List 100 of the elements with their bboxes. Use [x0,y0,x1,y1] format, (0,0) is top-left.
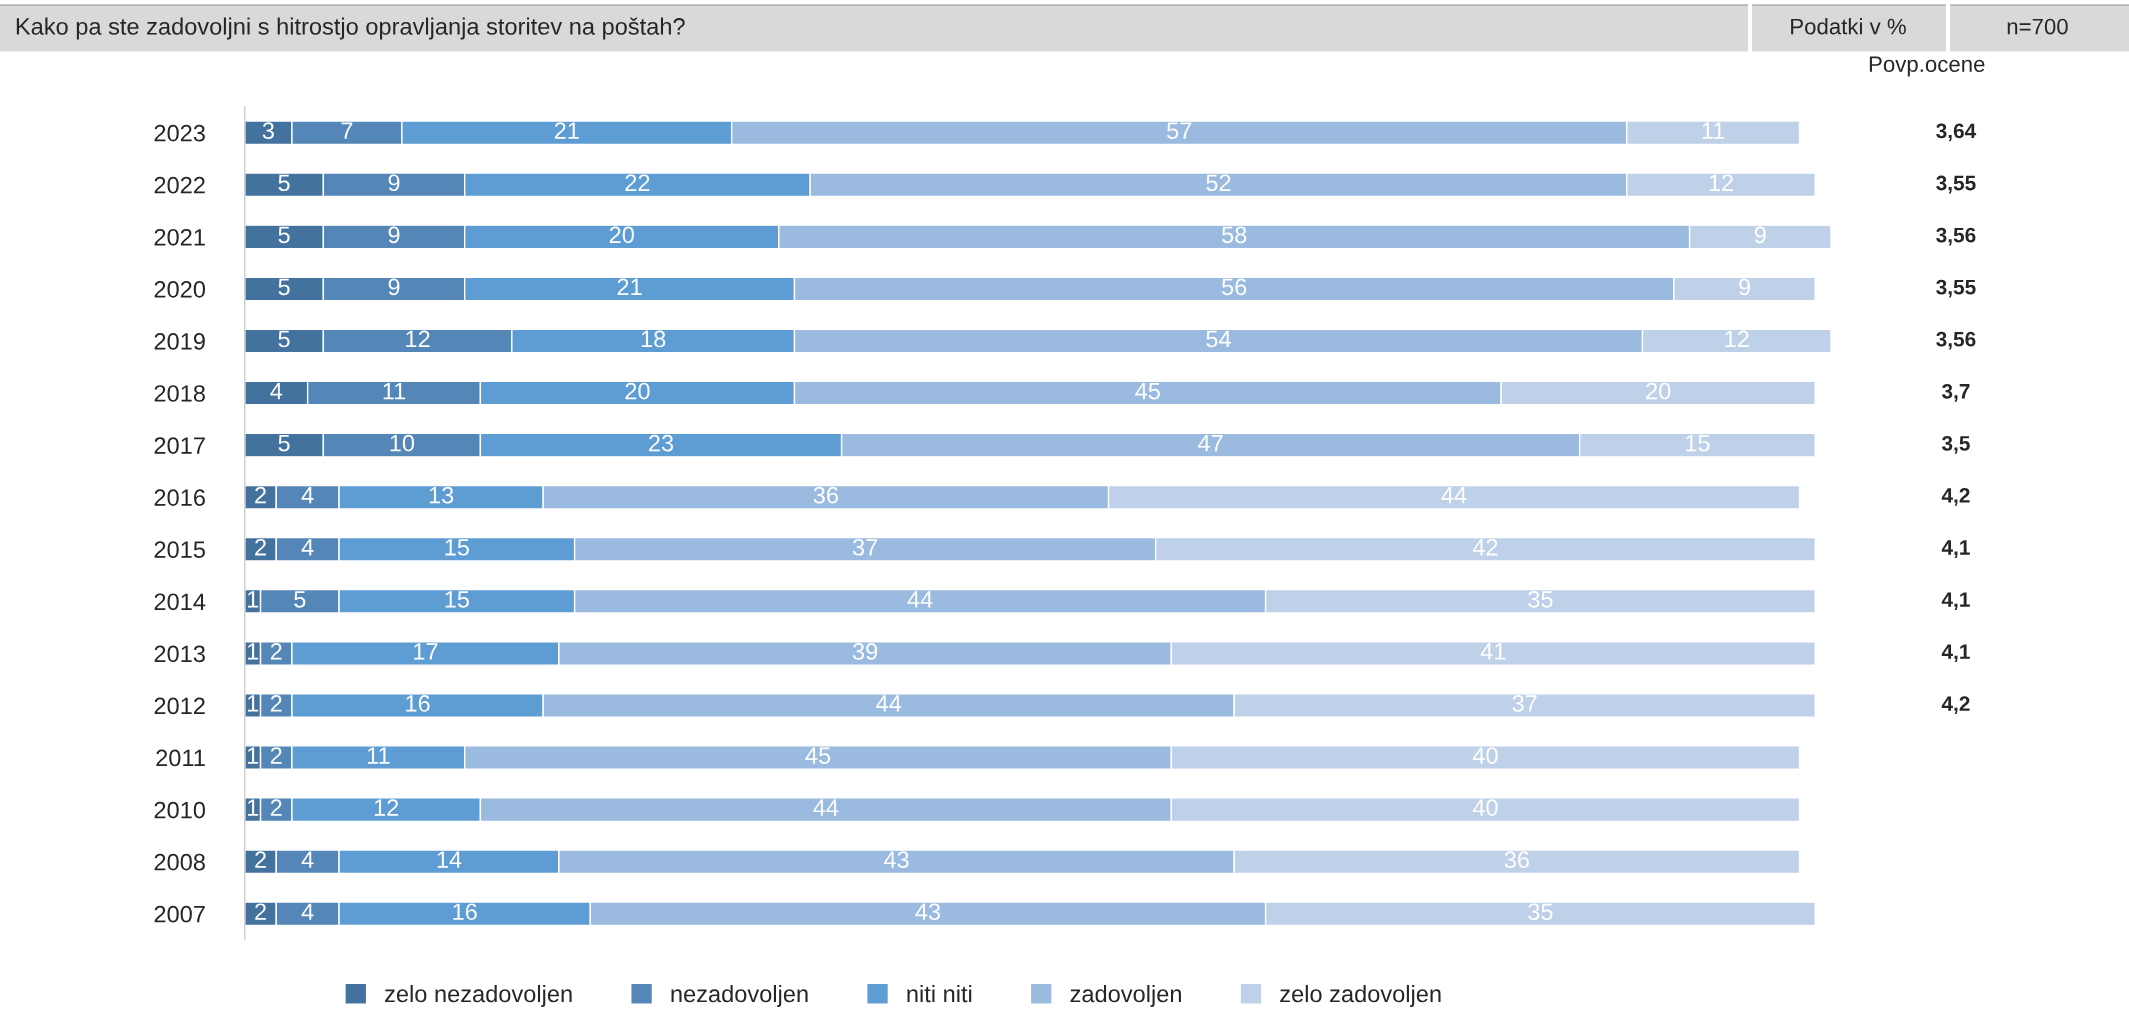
data-label: 2 [255,538,266,556]
y-tick-label: 2019 [154,333,205,350]
data-label: 2 [255,851,266,868]
data-label: 35 [1528,903,1553,921]
data-label: 12 [374,799,399,816]
data-label: 43 [915,903,941,921]
data-label: 36 [1504,851,1529,869]
data-label: 23 [649,434,674,452]
text: Povp.ocene [1869,56,1985,77]
y-tick-label: 2023 [154,124,205,142]
y-tick-label: 2010 [154,801,206,819]
y-tick-label: 2017 [154,437,205,454]
data-label: 45 [805,747,831,764]
data-label: 2 [255,903,266,920]
data-label: 4 [301,539,314,556]
text: n=700 [2007,18,2068,35]
data-label: 4 [301,903,314,920]
data-label: 14 [437,851,462,868]
data-label: 20 [625,382,650,400]
data-label: 40 [1472,747,1498,764]
text: Podatki v % [1791,18,1906,35]
data-label: 11 [383,382,406,400]
data-label: 44 [876,695,902,712]
data-label: 1 [247,695,259,712]
data-label: 44 [813,799,839,816]
data-label: 47 [1198,435,1223,452]
data-label: 40 [1472,799,1498,816]
y-tick-label: 2011 [156,749,205,767]
text: 4,1 [1941,592,1970,610]
data-label: 12 [1725,330,1749,348]
y-tick-label: 2018 [154,385,205,402]
data-label: 21 [554,122,579,139]
text: 4,2 [1941,488,1970,506]
y-tick-label: 2014 [154,593,206,611]
data-label: 45 [1135,382,1160,400]
data-label: 4 [301,851,314,868]
data-label: 9 [1754,226,1766,244]
data-label: 9 [1739,278,1751,296]
data-label: 15 [1686,435,1710,452]
y-tick-label: 2020 [154,280,206,298]
data-label: 4 [270,382,283,400]
data-label: 35 [1528,590,1553,608]
y-tick-label: 2008 [154,853,205,871]
data-label: 12 [1709,174,1733,191]
data-label: 1 [247,591,259,608]
data-label: 52 [1206,174,1231,192]
y-tick-label: 2016 [154,489,205,506]
y-tick-label: 2015 [154,541,205,559]
data-label: 37 [852,538,878,556]
data-label: 7 [341,122,353,139]
text: 3,55 [1936,279,1976,298]
text: 3,7 [1941,383,1970,402]
y-tick-label: 2007 [154,905,205,923]
legend-label: nezadovoljen [671,984,808,1007]
legend-label: zelo zadovoljen [1280,984,1441,1007]
data-label: 5 [278,435,290,452]
data-label: 2 [270,799,282,816]
data-label: 16 [453,903,477,921]
data-label: 56 [1222,278,1247,296]
data-label: 17 [414,643,438,660]
data-label: 5 [278,278,290,296]
y-tick-label: 2021 [154,228,205,246]
data-label: 39 [852,643,878,660]
data-label: 2 [255,486,266,504]
y-tick-label: 2022 [154,176,205,194]
legend-label: zelo nezadovoljen [385,984,572,1007]
data-label: 22 [625,174,650,191]
data-label: 2 [270,695,282,712]
data-label: 12 [406,330,430,348]
data-label: 4 [301,487,314,504]
data-label: 1 [247,643,259,660]
data-label: 5 [278,226,290,244]
data-label: 11 [1702,122,1725,139]
data-label: 37 [1512,695,1537,712]
data-label: 5 [294,591,306,608]
text: 4,2 [1941,696,1970,715]
data-label: 2 [270,643,282,660]
data-label: 9 [388,278,400,296]
chart-title: Kako pa ste zadovoljni s hitrostjo opravljanja storitev na poštah? [16,17,685,40]
data-label: 1 [247,747,259,764]
data-label: 58 [1222,226,1247,244]
data-label: 18 [641,330,666,348]
data-label: 42 [1472,538,1498,556]
data-label: 15 [445,539,469,556]
data-label: 3 [262,122,274,140]
data-label: 54 [1206,330,1231,348]
data-label: 36 [813,486,838,504]
data-label: 41 [1480,643,1506,660]
data-label: 10 [390,434,415,452]
data-label: 5 [278,174,290,192]
text: 4,1 [1941,540,1970,558]
legend-label: niti niti [907,984,972,1003]
data-label: 44 [1441,487,1467,504]
data-label: 9 [388,226,400,244]
text: 3,55 [1936,175,1976,194]
data-label: 15 [445,591,469,608]
data-label: 1 [247,799,259,816]
text: 3,64 [1936,123,1977,142]
text: 3,56 [1936,331,1976,350]
data-label: 16 [406,695,430,712]
